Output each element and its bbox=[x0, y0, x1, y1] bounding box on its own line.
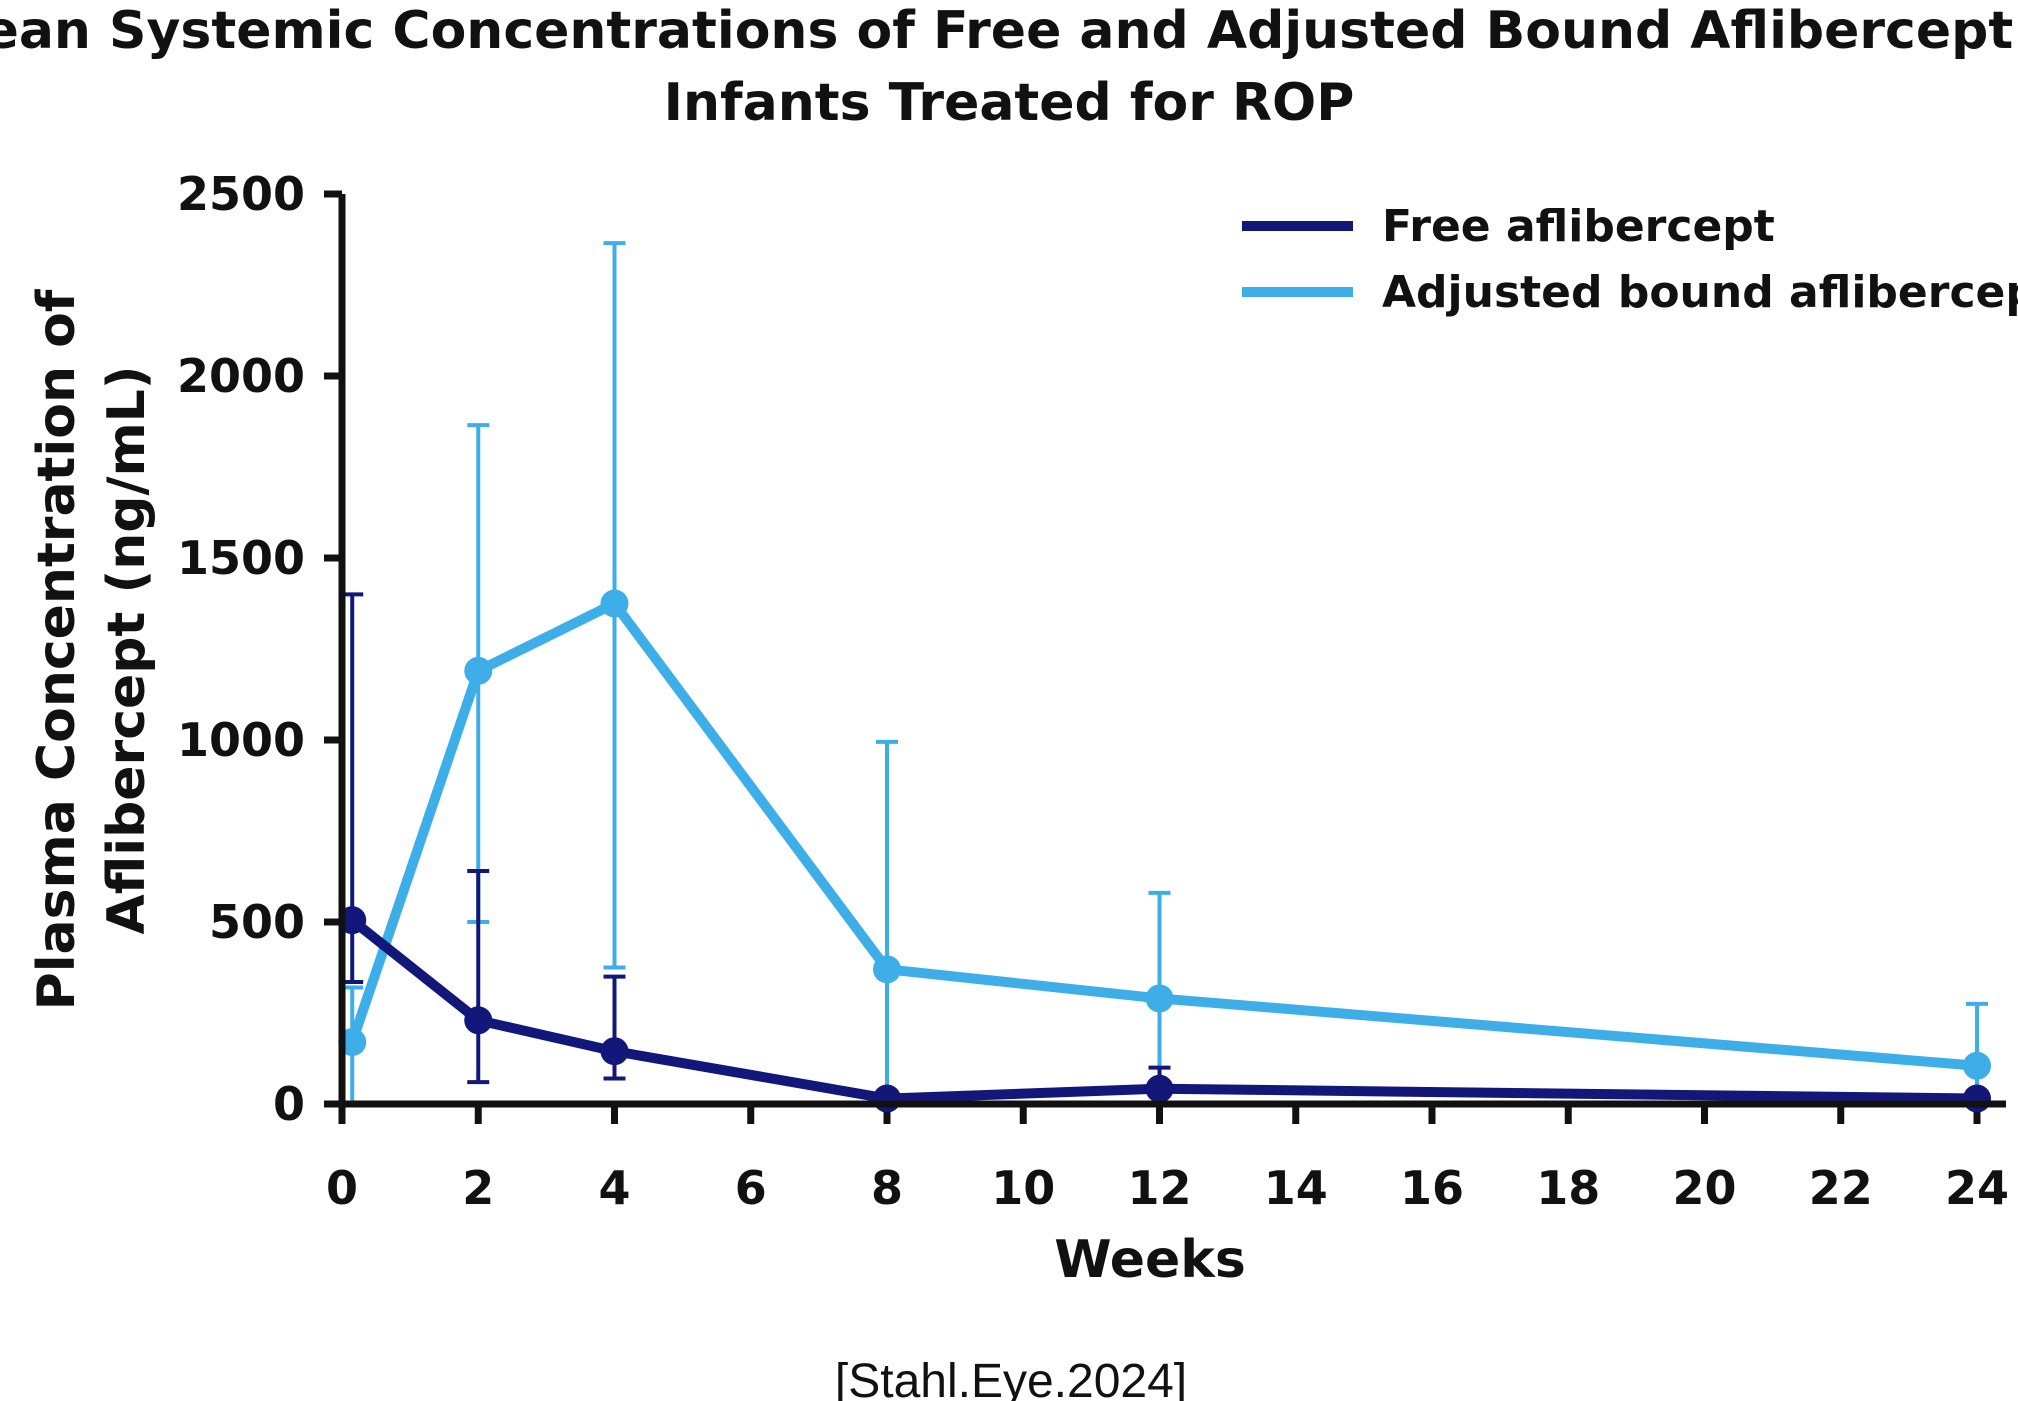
x-axis-ticks: 0 2 4 6 8 10 12 14 16 18 20 22 24 bbox=[326, 1104, 2009, 1215]
x-tick-label: 8 bbox=[871, 1161, 903, 1215]
y-axis-title-line-1: Plasma Concentration of bbox=[27, 288, 87, 1010]
legend-label: Adjusted bound aflibercept bbox=[1382, 267, 2018, 318]
x-tick-label: 12 bbox=[1127, 1161, 1191, 1215]
x-tick-label: 16 bbox=[1400, 1161, 1464, 1215]
x-axis-title: Weeks bbox=[1054, 1230, 1246, 1290]
y-tick-label: 1000 bbox=[177, 713, 305, 767]
series-1 bbox=[338, 241, 1991, 1106]
data-point bbox=[1963, 1084, 1991, 1113]
chart-title: Mean Systemic Concentrations of Free and… bbox=[0, 1, 2018, 133]
data-point bbox=[873, 1084, 901, 1113]
series-line bbox=[347, 915, 1982, 1104]
x-tick-label: 0 bbox=[326, 1161, 358, 1215]
y-axis-title: Plasma Concentration of Aflibercept (ng/… bbox=[27, 288, 157, 1010]
x-tick-label: 18 bbox=[1536, 1161, 1600, 1215]
y-tick-label: 2000 bbox=[177, 349, 305, 403]
legend: Free aflibercept Adjusted bound afliberce… bbox=[1242, 201, 2018, 318]
y-tick-label: 0 bbox=[273, 1077, 305, 1131]
x-tick-label: 10 bbox=[991, 1161, 1055, 1215]
data-point bbox=[600, 1037, 629, 1066]
x-tick-label: 4 bbox=[598, 1161, 630, 1215]
citation: [Stahl.Eye.2024] bbox=[835, 1355, 1187, 1401]
y-tick-label: 1500 bbox=[177, 531, 305, 585]
chart-title-line-2: Infants Treated for ROP bbox=[664, 73, 1355, 133]
data-point bbox=[1145, 984, 1174, 1013]
y-axis-ticks: 0 500 1000 1500 2000 2500 bbox=[177, 167, 342, 1131]
series-0 bbox=[338, 592, 1991, 1113]
y-tick-label: 2500 bbox=[177, 167, 305, 221]
data-point bbox=[873, 955, 901, 984]
series-line bbox=[347, 598, 1982, 1071]
data-point bbox=[464, 1006, 493, 1035]
data-point bbox=[600, 589, 629, 618]
chart-title-line-1: Mean Systemic Concentrations of Free and… bbox=[0, 1, 2018, 61]
x-tick-label: 2 bbox=[462, 1161, 494, 1215]
y-axis-title-line-2: Aflibercept (ng/mL) bbox=[97, 365, 157, 934]
data-point bbox=[1963, 1051, 1991, 1080]
x-tick-label: 20 bbox=[1672, 1161, 1736, 1215]
legend-label: Free aflibercept bbox=[1382, 201, 1775, 252]
x-tick-label: 6 bbox=[735, 1161, 767, 1215]
series-layer bbox=[338, 241, 1991, 1113]
y-tick-label: 500 bbox=[209, 895, 305, 949]
x-tick-label: 14 bbox=[1264, 1161, 1328, 1215]
data-point bbox=[464, 656, 493, 685]
x-tick-label: 22 bbox=[1809, 1161, 1873, 1215]
data-point bbox=[1145, 1074, 1174, 1103]
x-tick-label: 24 bbox=[1945, 1161, 2009, 1215]
